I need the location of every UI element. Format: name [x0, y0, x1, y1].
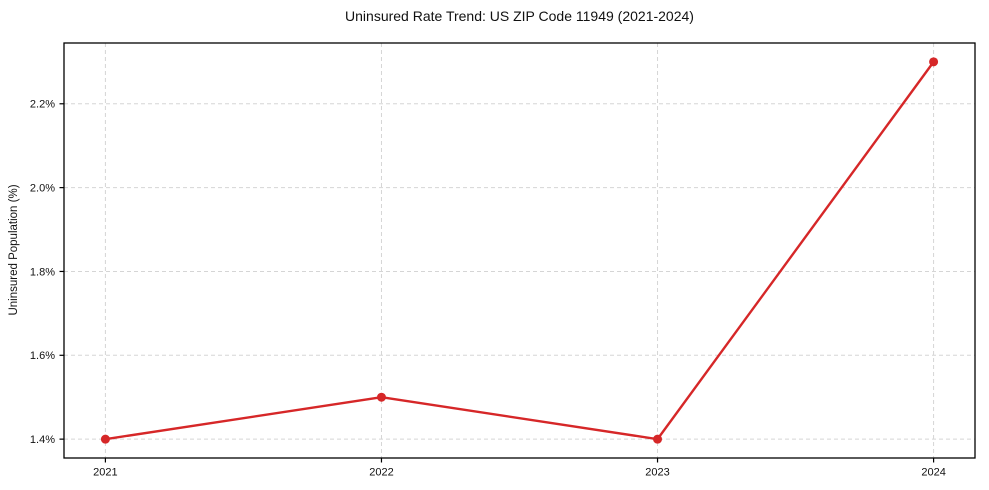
y-tick-label: 1.8%	[30, 266, 55, 278]
chart-title: Uninsured Rate Trend: US ZIP Code 11949 …	[345, 8, 694, 24]
y-tick-label: 1.6%	[30, 350, 55, 362]
x-tick-label: 2021	[93, 467, 117, 479]
y-tick-label: 2.2%	[30, 99, 55, 111]
trend-line	[104, 60, 935, 441]
y-axis-label: Uninsured Population (%)	[8, 184, 20, 316]
data-point-marker	[376, 392, 386, 402]
x-tick-label: 2024	[921, 467, 945, 479]
x-tick-label: 2023	[645, 467, 669, 479]
data-point-marker	[100, 434, 110, 444]
y-tick-label: 2.0%	[30, 182, 55, 194]
axes-frame	[63, 42, 976, 459]
data-point-marker	[653, 434, 663, 444]
y-tick-label: 1.4%	[30, 434, 55, 446]
x-tick-label: 2022	[369, 467, 393, 479]
data-point-marker	[929, 57, 939, 67]
